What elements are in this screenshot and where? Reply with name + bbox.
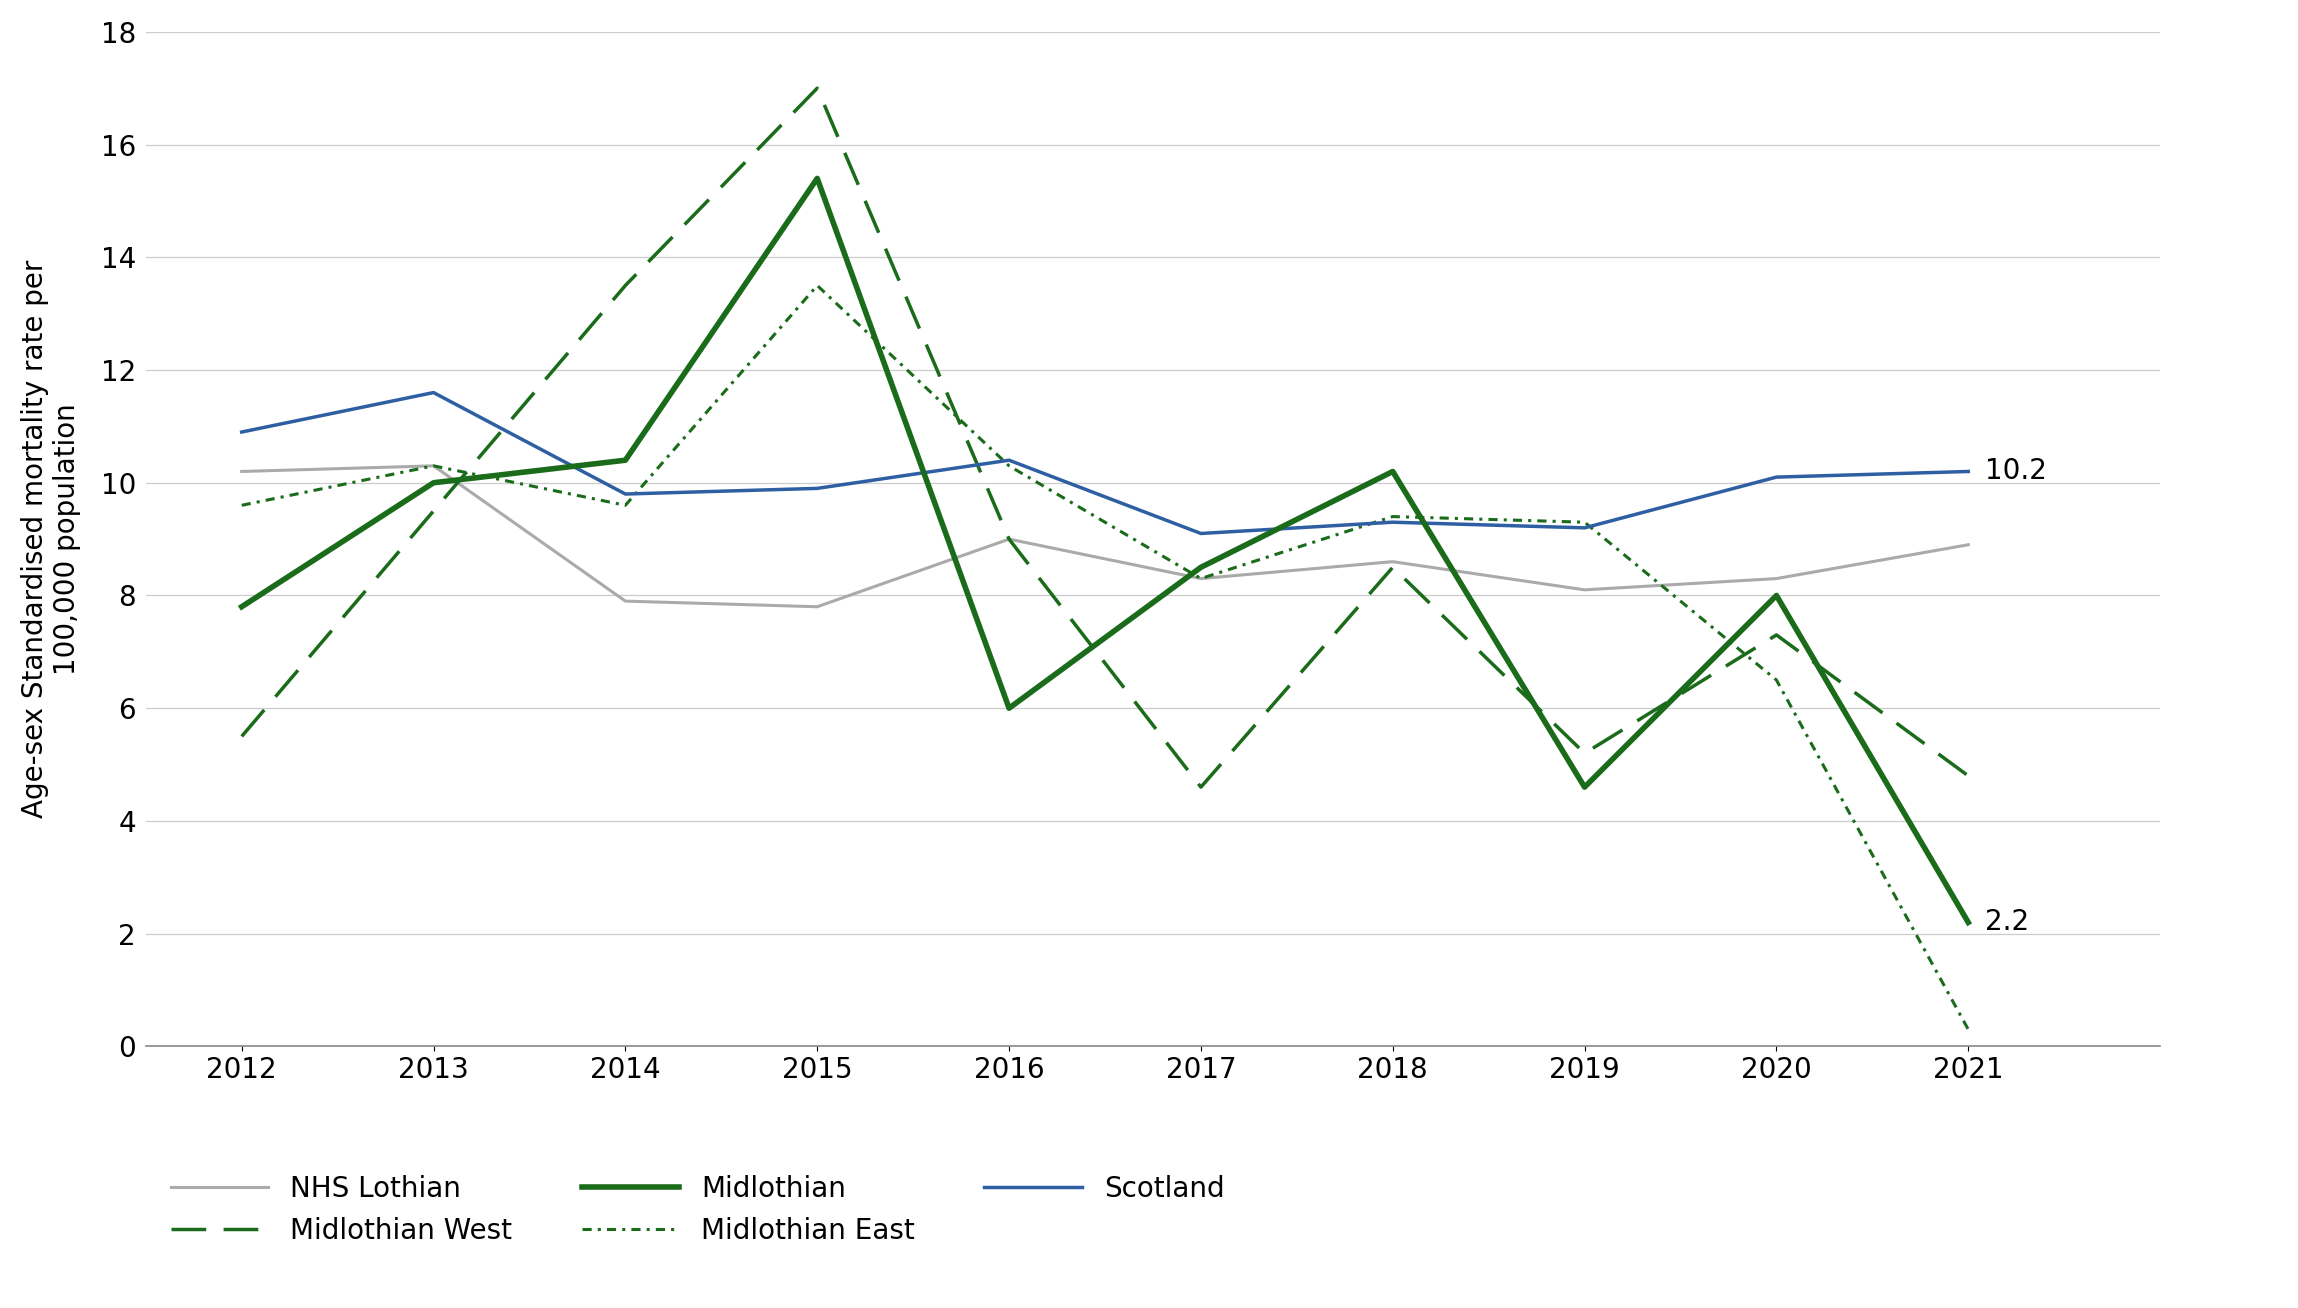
Legend: NHS Lothian, Midlothian West, Midlothian, Midlothian East, Scotland: NHS Lothian, Midlothian West, Midlothian… bbox=[159, 1164, 1236, 1256]
Y-axis label: Age-sex Standardised mortality rate per
100,000 population: Age-sex Standardised mortality rate per … bbox=[21, 260, 80, 819]
Text: 10.2: 10.2 bbox=[1985, 458, 2048, 485]
Text: 2.2: 2.2 bbox=[1985, 908, 2029, 937]
